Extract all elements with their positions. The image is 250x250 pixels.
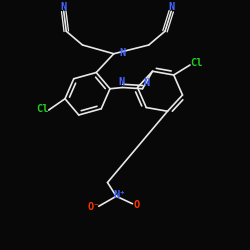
- Text: Cl: Cl: [36, 104, 49, 114]
- Text: N: N: [118, 77, 124, 87]
- Text: O⁻: O⁻: [88, 202, 100, 212]
- Text: N: N: [143, 78, 150, 88]
- Text: N: N: [168, 2, 174, 12]
- Text: N: N: [120, 48, 126, 58]
- Text: N: N: [60, 2, 67, 12]
- Text: Cl: Cl: [190, 58, 202, 68]
- Text: O: O: [134, 200, 140, 210]
- Text: N⁺: N⁺: [114, 190, 126, 200]
